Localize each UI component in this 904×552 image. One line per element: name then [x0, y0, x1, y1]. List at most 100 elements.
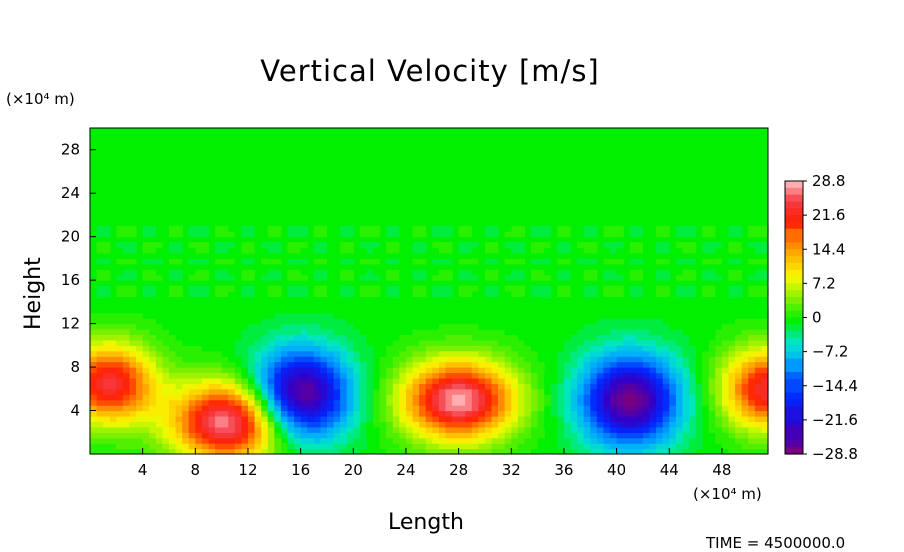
heatmap-cell	[563, 350, 572, 357]
heatmap-cell	[682, 448, 690, 455]
heatmap-cell	[254, 399, 262, 406]
heatmap-cell	[583, 323, 591, 330]
heatmap-cell	[610, 405, 618, 412]
heatmap-cell	[346, 421, 354, 428]
heatmap-cell	[471, 361, 479, 368]
heatmap-cell	[129, 323, 137, 330]
heatmap-cell	[386, 269, 394, 276]
heatmap-cell	[234, 242, 242, 249]
heatmap-cell	[142, 225, 150, 232]
heatmap-cell	[629, 367, 637, 374]
heatmap-cell	[748, 426, 756, 433]
heatmap-cell	[320, 421, 328, 428]
heatmap-cell	[642, 448, 651, 455]
heatmap-cell	[175, 367, 183, 374]
heatmap-cell	[708, 372, 716, 379]
heatmap-cell	[662, 415, 670, 422]
heatmap-cell	[623, 383, 631, 390]
heatmap-cell	[274, 231, 282, 238]
heatmap-cell	[142, 312, 150, 319]
heatmap-cell	[761, 405, 769, 412]
heatmap-cell	[142, 296, 150, 303]
heatmap-cell	[149, 329, 157, 336]
chart-title: Vertical Velocity [m/s]	[260, 54, 600, 88]
heatmap-cell	[478, 432, 486, 439]
heatmap-cell	[182, 405, 190, 412]
heatmap-cell	[419, 334, 427, 341]
heatmap-cell	[748, 318, 756, 325]
heatmap-cell	[715, 388, 723, 395]
heatmap-cell	[610, 388, 618, 395]
heatmap-cell	[373, 263, 381, 270]
heatmap-cell	[570, 345, 578, 352]
heatmap-cell	[623, 415, 631, 422]
heatmap-cell	[109, 448, 117, 455]
heatmap-cell	[425, 426, 433, 433]
heatmap-cell	[353, 318, 361, 325]
heatmap-cell	[419, 448, 427, 455]
heatmap-cell	[557, 443, 565, 450]
heatmap-cell	[636, 323, 644, 330]
heatmap-cell	[129, 361, 137, 368]
heatmap-cell	[491, 367, 499, 374]
heatmap-cell	[142, 318, 150, 325]
heatmap-cell	[346, 252, 354, 259]
heatmap-cell	[438, 410, 447, 417]
heatmap-cell	[721, 405, 730, 412]
heatmap-cell	[96, 367, 104, 374]
heatmap-cell	[754, 361, 763, 368]
heatmap-cell	[682, 405, 690, 412]
heatmap-cell	[274, 269, 282, 276]
heatmap-cell	[241, 242, 249, 249]
heatmap-cell	[511, 388, 519, 395]
heatmap-cell	[300, 307, 308, 314]
heatmap-cell	[689, 356, 697, 363]
heatmap-cell	[386, 377, 394, 384]
heatmap-cell	[116, 274, 124, 281]
heatmap-cell	[221, 269, 229, 276]
heatmap-cell	[741, 356, 749, 363]
heatmap-cell	[748, 242, 756, 249]
heatmap-cell	[142, 345, 150, 352]
heatmap-cell	[524, 367, 532, 374]
heatmap-cell	[603, 437, 611, 444]
heatmap-cell	[728, 410, 736, 417]
heatmap-cell	[122, 258, 131, 265]
heatmap-cell	[96, 437, 104, 444]
heatmap-cell	[346, 437, 354, 444]
heatmap-cell	[577, 432, 585, 439]
heatmap-cell	[761, 377, 769, 384]
heatmap-cell	[544, 242, 552, 249]
heatmap-cell	[662, 242, 670, 249]
heatmap-cell	[122, 247, 131, 254]
heatmap-cell	[399, 329, 407, 336]
heatmap-cell	[96, 372, 104, 379]
heatmap-cell	[761, 274, 769, 281]
heatmap-cell	[136, 394, 144, 401]
heatmap-cell	[162, 372, 170, 379]
heatmap-cell	[761, 231, 769, 238]
heatmap-cell	[610, 323, 618, 330]
heatmap-cell	[550, 421, 558, 428]
heatmap-cell	[721, 415, 730, 422]
heatmap-cell	[129, 334, 137, 341]
heatmap-cell	[583, 394, 591, 401]
colorbar-swatch	[785, 235, 803, 244]
heatmap-cell	[570, 415, 578, 422]
heatmap-cell	[728, 383, 736, 390]
heatmap-cell	[504, 448, 512, 455]
heatmap-cell	[656, 448, 664, 455]
heatmap-cell	[478, 388, 486, 395]
heatmap-cell	[129, 225, 137, 232]
heatmap-cell	[642, 361, 651, 368]
heatmap-cell	[96, 426, 104, 433]
heatmap-cell	[149, 252, 157, 259]
heatmap-cell	[570, 437, 578, 444]
heatmap-cell	[478, 291, 486, 298]
heatmap-cell	[682, 367, 690, 374]
heatmap-cell	[682, 426, 690, 433]
heatmap-cell	[458, 448, 466, 455]
heatmap-cell	[412, 285, 420, 292]
heatmap-cell	[96, 312, 104, 319]
heatmap-cell	[287, 225, 295, 232]
